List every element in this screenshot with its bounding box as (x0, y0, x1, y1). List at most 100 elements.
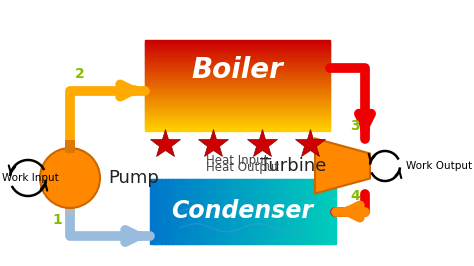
Bar (328, 179, 332, 244)
Text: 3: 3 (350, 119, 360, 134)
Bar (220, 179, 225, 244)
Bar (145, 51, 330, 54)
Bar (145, 47, 330, 50)
Bar (272, 179, 277, 244)
Bar (145, 124, 330, 127)
Bar (228, 179, 232, 244)
Bar (145, 72, 330, 75)
Text: Boiler: Boiler (191, 56, 283, 84)
Bar (145, 65, 330, 68)
Bar (161, 179, 166, 244)
Bar (317, 179, 321, 244)
Bar (145, 67, 330, 70)
Bar (145, 94, 330, 97)
Text: Condenser: Condenser (172, 200, 313, 223)
Bar (187, 179, 191, 244)
Bar (145, 40, 330, 43)
Bar (145, 117, 330, 120)
Bar (264, 179, 269, 244)
Bar (145, 126, 330, 129)
Bar (183, 179, 188, 244)
Text: Work Output: Work Output (406, 161, 472, 171)
Bar (154, 179, 158, 244)
Circle shape (40, 148, 100, 208)
Bar (180, 179, 184, 244)
Bar (145, 89, 330, 92)
Polygon shape (315, 139, 370, 193)
Bar (168, 179, 173, 244)
Bar (257, 179, 262, 244)
Bar (301, 179, 306, 244)
Bar (145, 101, 330, 104)
Bar (294, 179, 299, 244)
Bar (150, 179, 155, 244)
Bar (217, 179, 221, 244)
Bar (145, 98, 330, 100)
Bar (145, 107, 330, 109)
Bar (235, 179, 240, 244)
Bar (145, 109, 330, 111)
Bar (145, 74, 330, 77)
Text: Work Input: Work Input (2, 173, 59, 183)
Bar (231, 179, 236, 244)
Bar (145, 87, 330, 90)
Bar (291, 179, 295, 244)
Bar (194, 179, 199, 244)
Bar (145, 81, 330, 84)
Bar (145, 63, 330, 66)
Bar (320, 179, 325, 244)
Bar (287, 179, 292, 244)
Bar (145, 96, 330, 99)
Bar (165, 179, 170, 244)
Bar (324, 179, 328, 244)
Bar (209, 179, 214, 244)
Bar (305, 179, 310, 244)
Bar (145, 44, 330, 46)
Bar (198, 179, 203, 244)
Bar (202, 179, 207, 244)
Bar (145, 123, 330, 126)
Bar (313, 179, 318, 244)
Bar (145, 49, 330, 52)
Bar (239, 179, 244, 244)
Text: 2: 2 (75, 68, 85, 81)
Bar (309, 179, 314, 244)
Text: Heat Output: Heat Output (206, 160, 279, 173)
Bar (213, 179, 218, 244)
Bar (145, 55, 330, 57)
Bar (176, 179, 181, 244)
Text: Heat Input: Heat Input (206, 155, 269, 168)
Bar (145, 62, 330, 64)
Bar (243, 179, 247, 244)
Text: Pump: Pump (108, 169, 159, 187)
Bar (145, 119, 330, 122)
Bar (145, 92, 330, 95)
Bar (145, 56, 330, 59)
Bar (157, 179, 162, 244)
Bar (145, 70, 330, 73)
Bar (145, 58, 330, 61)
Bar (145, 121, 330, 124)
Bar (145, 53, 330, 55)
Bar (280, 179, 284, 244)
Text: 4: 4 (350, 189, 360, 202)
Bar (261, 179, 266, 244)
Bar (145, 80, 330, 82)
Bar (145, 60, 330, 63)
Bar (172, 179, 177, 244)
Bar (145, 78, 330, 81)
Bar (145, 116, 330, 118)
Polygon shape (65, 140, 75, 153)
Bar (250, 179, 255, 244)
Bar (145, 76, 330, 79)
Bar (224, 179, 228, 244)
Bar (331, 179, 336, 244)
Bar (145, 83, 330, 86)
Text: 1: 1 (52, 213, 62, 227)
Bar (268, 179, 273, 244)
Bar (283, 179, 288, 244)
Bar (206, 179, 210, 244)
Bar (298, 179, 303, 244)
Bar (276, 179, 281, 244)
Bar (145, 105, 330, 108)
